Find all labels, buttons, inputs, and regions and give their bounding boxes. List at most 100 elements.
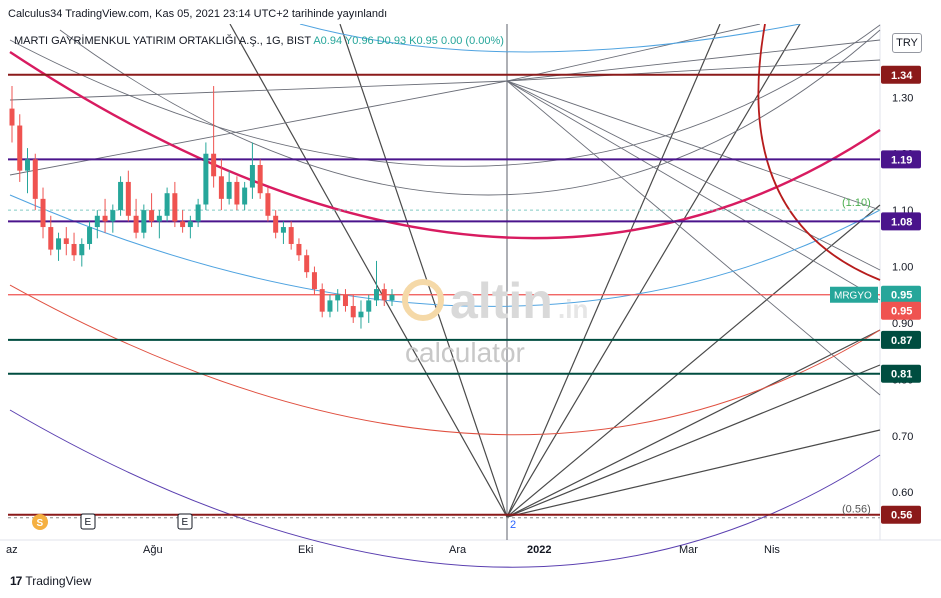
price-marker	[881, 150, 921, 169]
fan-line	[506, 364, 881, 518]
price-marker-label: 0.81	[891, 369, 912, 381]
candle-body	[242, 187, 248, 205]
fan-line	[506, 329, 881, 518]
price-marker-label: 0.95	[891, 306, 912, 318]
candle-body	[234, 181, 240, 205]
x-tick-label: Eki	[298, 544, 313, 556]
candle-body	[273, 215, 279, 233]
watermark-tld: .in	[558, 294, 588, 324]
price-axis[interactable]: 1.401.301.201.101.000.900.800.700.601.34…	[881, 36, 921, 524]
candle-body	[195, 204, 201, 222]
candle-body	[118, 181, 124, 211]
fan-line	[506, 429, 881, 518]
price-marker-label: 1.19	[891, 154, 912, 166]
price-marker	[881, 65, 921, 84]
watermark-sub: calculator	[405, 337, 525, 368]
y-tick-label: 1.00	[892, 262, 913, 274]
event-marker-label: E	[85, 517, 92, 528]
candle-body	[304, 255, 310, 273]
publish-header: Calculus34 TradingView.com, Kas 05, 2021…	[8, 8, 388, 20]
candle-body	[218, 176, 224, 199]
candle-body	[110, 210, 116, 222]
candle-body	[149, 210, 155, 222]
event-marker-label: E	[182, 517, 189, 528]
candle-body	[172, 193, 178, 222]
time-axis[interactable]: az Ağu Eki Ara 2022 Mar Nis	[6, 544, 780, 556]
footer-brand: TradingView	[25, 574, 92, 588]
candle-body	[180, 221, 186, 228]
x-tick-label: Nis	[764, 544, 780, 556]
candle-body	[94, 215, 100, 228]
candle-body	[389, 294, 395, 301]
candle-body	[79, 243, 85, 256]
arc-blue	[299, 24, 801, 53]
candle-body	[373, 289, 379, 301]
gann-drawings	[8, 24, 881, 568]
candle-body	[335, 294, 341, 301]
price-marker-label: 1.08	[891, 216, 912, 228]
earnings-marker-icon	[80, 513, 96, 530]
event-marker-label: S	[37, 518, 44, 529]
fan-line	[506, 80, 881, 396]
candle-body	[311, 272, 317, 290]
candle-body	[156, 215, 162, 222]
price-chart[interactable]: altin .in calculator (1.10) (0.56) 2 S E E MRGYO…	[0, 24, 941, 574]
candle-body	[203, 153, 209, 205]
candle-body	[125, 181, 131, 216]
price-marker-label: 1.34	[891, 70, 913, 82]
price-marker	[881, 212, 921, 231]
candle-body	[87, 227, 93, 244]
fan-line	[506, 80, 881, 211]
ohlc-values: A0.94 Y0.96 D0.93 K0.95 0.00 (0.00%)	[313, 35, 504, 47]
price-marker	[881, 330, 921, 349]
y-tick-label: 0.90	[892, 318, 913, 330]
symbol-name: MARTI GAYRİMENKUL YATIRIM ORTAKLIĞI A.Ş.…	[14, 35, 311, 47]
candle-body	[40, 198, 46, 228]
candle-body	[133, 215, 139, 233]
y-tick-label: 0.60	[892, 487, 913, 499]
candle-body	[288, 227, 294, 244]
candle-body	[211, 153, 217, 177]
arc	[9, 24, 881, 167]
price-marker	[881, 364, 921, 383]
arc-red	[9, 284, 881, 436]
currency-button[interactable]: TRY	[892, 33, 922, 53]
symbol-tag-label: MRGYO	[834, 291, 872, 302]
fan-line	[339, 24, 508, 518]
candle-body	[226, 181, 232, 199]
candle-body	[381, 289, 387, 301]
watermark-coin-icon	[402, 279, 444, 321]
x-tick-label: Ağu	[143, 544, 163, 556]
tradingview-logo-icon: ⁠17	[10, 574, 22, 588]
footer: ⁠17 TradingView	[10, 574, 91, 588]
watermark-brand: altin	[450, 273, 553, 329]
arc-magenta	[9, 50, 881, 240]
candle-body	[358, 311, 364, 318]
candle-body	[327, 300, 333, 312]
fan-line	[506, 204, 881, 518]
symbol-tag	[830, 286, 878, 303]
candle-body	[71, 243, 77, 256]
candle-body	[280, 227, 286, 233]
candle-body	[32, 159, 38, 199]
price-marker	[881, 285, 921, 304]
x-tick-label: Ara	[449, 544, 467, 556]
event-markers: (1.10) (0.56) 2 S E E MRGYO	[32, 197, 878, 531]
candle-body	[141, 210, 147, 233]
candle-body	[342, 294, 348, 307]
fan-line	[506, 24, 761, 82]
x-tick-label: 2022	[527, 544, 551, 556]
price-marker	[881, 505, 921, 524]
y-tick-label: 1.30	[892, 92, 913, 104]
price-marker-label: 0.56	[891, 510, 912, 522]
fan-line	[9, 80, 508, 101]
candle-body	[63, 238, 69, 244]
symbol-legend[interactable]: MARTI GAYRİMENKUL YATIRIM ORTAKLIĞI A.Ş.…	[14, 35, 504, 47]
candle-body	[102, 215, 108, 222]
annotation-label: (1.10)	[842, 197, 871, 209]
candle-body	[366, 300, 372, 312]
candle-body	[249, 165, 255, 188]
arc-darkred	[757, 24, 881, 281]
fan-line	[506, 59, 881, 82]
chart-grid	[0, 24, 941, 541]
